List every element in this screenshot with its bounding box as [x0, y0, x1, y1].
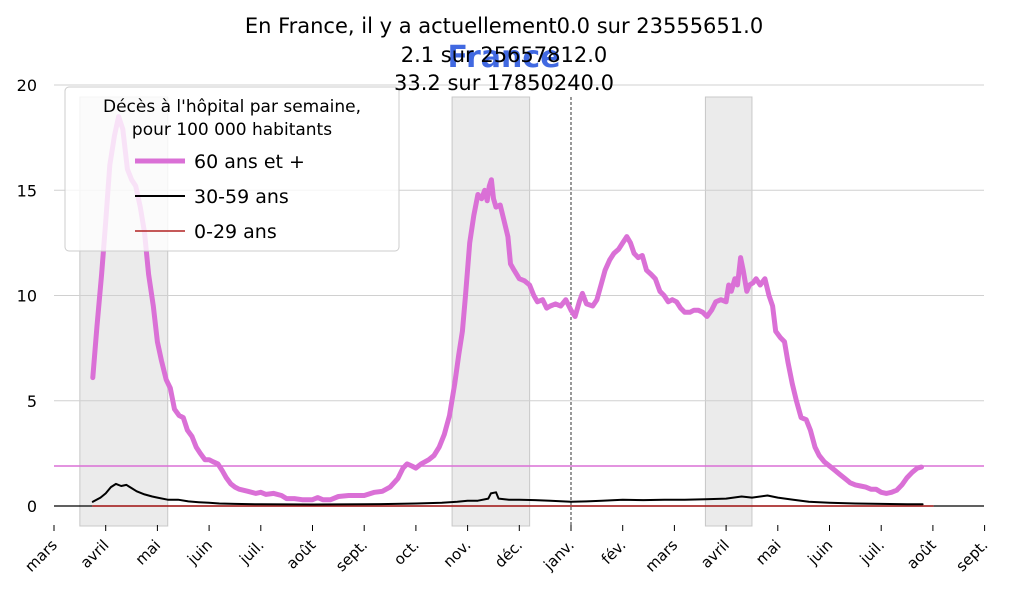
x-tick-label-9: déc.: [491, 536, 526, 571]
y-tick-label-10: 10: [17, 287, 37, 306]
x-tick-label-6: sept.: [332, 536, 371, 575]
x-tick-label-7: oct.: [390, 536, 423, 569]
y-tick-label-15: 15: [17, 181, 37, 200]
x-tick-label-0: mars: [21, 536, 61, 576]
x-tick-label-1: avril: [77, 536, 113, 572]
legend-label-30-59: 30-59 ans: [194, 186, 289, 208]
x-tick-label-18: sept.: [952, 536, 991, 575]
x-tick-label-11: fév.: [598, 536, 630, 568]
y-tick-label-5: 5: [27, 392, 37, 411]
legend-label-60-plus: 60 ans et +: [194, 151, 305, 173]
x-tick-label-15: juin: [804, 536, 837, 569]
chart-title-line-1: En France, il y a actuellement0.0 sur 23…: [245, 14, 763, 38]
chart-region-title: France: [447, 40, 560, 75]
x-tick-label-4: juil.: [235, 536, 267, 568]
legend-title-line-1: Décès à l'hôpital par semaine,: [103, 97, 361, 117]
series-lines: [90, 114, 934, 507]
x-tick-label-3: juin: [183, 536, 216, 569]
legend-label-0-29: 0-29 ans: [194, 221, 277, 243]
y-tick-label-20: 20: [17, 76, 37, 95]
series-line-60-plus: [90, 114, 924, 503]
series-line-30-59: [91, 482, 924, 506]
x-tick-label-12: mars: [642, 536, 682, 576]
legend-title-line-2: pour 100 000 habitants: [132, 120, 332, 140]
legend: Décès à l'hôpital par semaine, pour 100 …: [64, 86, 400, 252]
x-tick-label-5: août: [283, 536, 320, 573]
x-tick-label-14: mai: [752, 536, 785, 569]
legend-frame: [64, 86, 400, 252]
x-tick-label-8: nov.: [440, 536, 475, 571]
chart-title-line-2: 2.1 sur 25657812.0: [401, 43, 608, 67]
x-tick-label-13: avril: [697, 536, 733, 572]
chart-title-line-3: 33.2 sur 17850240.0: [394, 71, 614, 95]
x-tick-label-2: mai: [132, 536, 165, 569]
y-tick-label-0: 0: [27, 497, 37, 516]
x-tick-label-17: août: [903, 536, 940, 573]
x-tick-label-10: janv.: [539, 536, 577, 574]
y-axis: 0 5 10 15 20: [17, 76, 37, 516]
x-tick-label-16: juil.: [856, 536, 888, 568]
x-axis: mars avril mai juin juil. août sept. oct. nov. dé…: [21, 525, 991, 576]
